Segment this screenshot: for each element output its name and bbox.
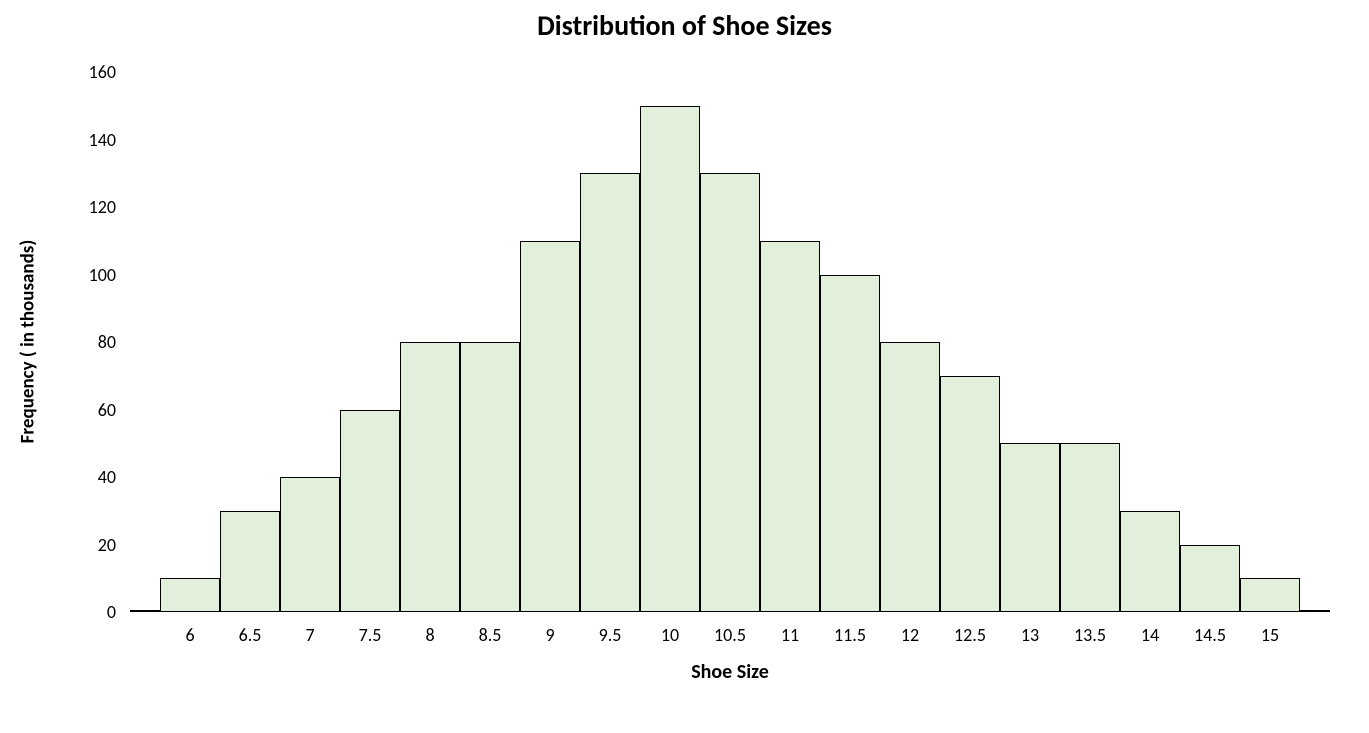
x-tick-label: 8.5	[460, 624, 520, 646]
x-tick-label: 14.5	[1180, 624, 1240, 646]
plot-area	[130, 72, 1330, 612]
x-tick-label: 11	[760, 624, 820, 646]
y-tick-label: 60	[66, 399, 116, 421]
histogram-bar	[520, 241, 580, 612]
x-axis-label: Shoe Size	[580, 660, 880, 684]
histogram-bar	[400, 342, 460, 612]
x-tick-label: 10	[640, 624, 700, 646]
x-tick-label: 14	[1120, 624, 1180, 646]
histogram-bar	[160, 578, 220, 612]
x-tick-label: 7	[280, 624, 340, 646]
x-tick-label: 10.5	[700, 624, 760, 646]
y-tick-label: 160	[66, 61, 116, 83]
x-tick-label: 15	[1240, 624, 1300, 646]
x-tick-label: 13.5	[1060, 624, 1120, 646]
y-tick-label: 0	[66, 601, 116, 623]
histogram-bar	[460, 342, 520, 612]
y-axis-label: Frequency ( in thousands)	[17, 192, 40, 492]
chart-title: Distribution of Shoe Sizes	[0, 8, 1369, 43]
histogram-bar	[1240, 578, 1300, 612]
y-tick-label: 80	[66, 331, 116, 353]
histogram-bar	[280, 477, 340, 612]
y-tick-label: 140	[66, 129, 116, 151]
chart-container: Distribution of Shoe Sizes Frequency ( i…	[0, 0, 1369, 733]
histogram-bar	[760, 241, 820, 612]
x-tick-label: 8	[400, 624, 460, 646]
x-tick-label: 6	[160, 624, 220, 646]
y-tick-label: 20	[66, 534, 116, 556]
x-tick-label: 11.5	[820, 624, 880, 646]
histogram-bar	[640, 106, 700, 612]
x-tick-label: 7.5	[340, 624, 400, 646]
y-tick-label: 120	[66, 196, 116, 218]
x-tick-label: 13	[1000, 624, 1060, 646]
histogram-bar	[580, 173, 640, 612]
histogram-bar	[1180, 545, 1240, 613]
histogram-bar	[1060, 443, 1120, 612]
histogram-bar	[1120, 511, 1180, 612]
histogram-bar	[220, 511, 280, 612]
histogram-bar	[880, 342, 940, 612]
histogram-bar	[820, 275, 880, 613]
histogram-bar	[940, 376, 1000, 612]
x-tick-label: 9.5	[580, 624, 640, 646]
y-tick-label: 40	[66, 466, 116, 488]
histogram-bar	[1000, 443, 1060, 612]
x-tick-label: 12	[880, 624, 940, 646]
histogram-bar	[700, 173, 760, 612]
x-tick-label: 12.5	[940, 624, 1000, 646]
y-tick-label: 100	[66, 264, 116, 286]
x-tick-label: 9	[520, 624, 580, 646]
x-tick-label: 6.5	[220, 624, 280, 646]
histogram-bar	[340, 410, 400, 613]
